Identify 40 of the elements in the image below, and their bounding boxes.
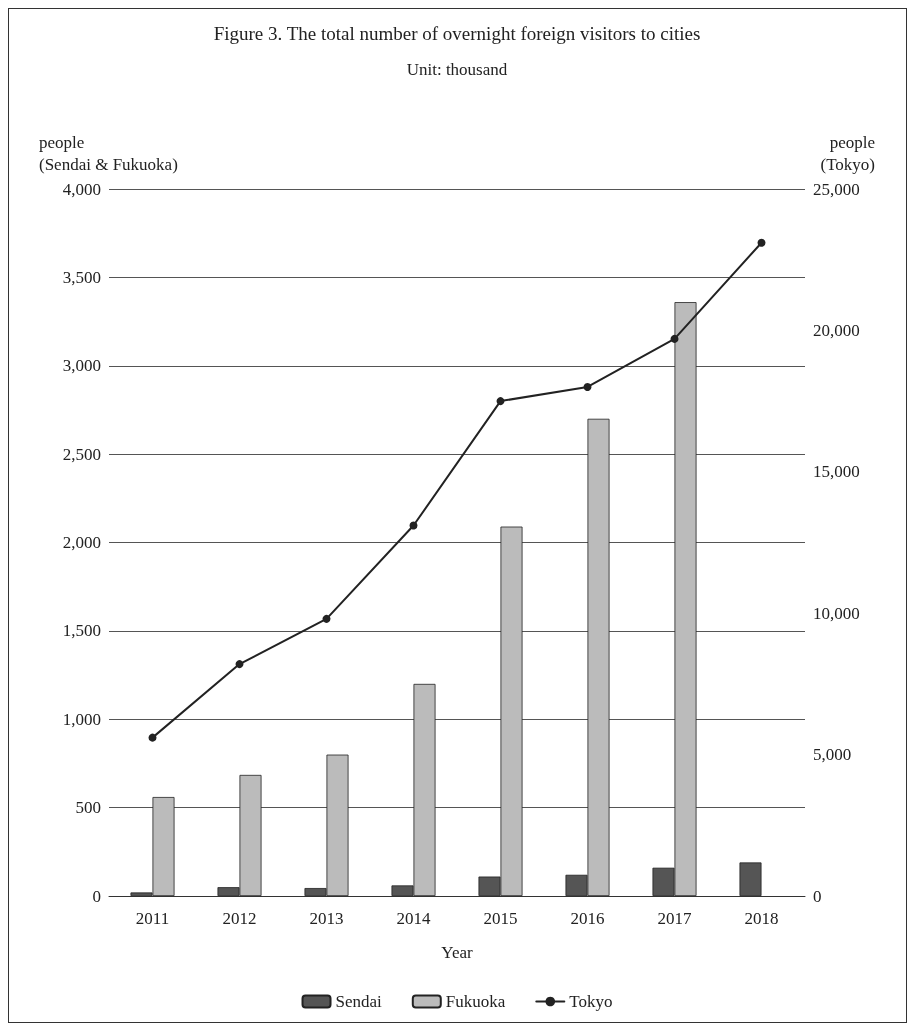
legend-label: Fukuoka [445,992,506,1011]
x-tick-label: 2015 [483,909,518,928]
point [670,334,679,343]
y2-tick-label: 0 [813,886,822,906]
y-tick-label: 1,000 [62,709,101,729]
point [148,733,157,742]
x-axis-title: Year [441,943,473,962]
y-tick-label: 2,000 [62,533,101,552]
x-tick-label: 2013 [309,909,344,928]
y2-tick-label: 10,000 [813,603,860,623]
point [496,397,505,406]
point [583,382,592,391]
point [322,614,331,623]
y2-tick-label: 15,000 [813,462,860,482]
y2-axis-title: people (Tokyo) [820,132,875,174]
legend-label: Tokyo [569,992,613,1011]
y-tick-label: 3,000 [62,356,101,376]
y-tick-label: 0 [92,886,101,906]
chart-subtitle: Unit: thousand [406,60,508,79]
x-tick-label: 2014 [396,909,431,928]
x-tick-label: 2018 [744,909,779,928]
y-tick-label: 1,500 [62,621,101,641]
legend-label: Sendai [335,992,383,1011]
point [409,521,418,530]
y-tick-label: 2,500 [62,444,101,464]
y-axis-title: people (Sendai & Fukuoka) [39,132,178,174]
y2-tick-label: 5,000 [813,745,852,765]
point [757,238,766,247]
y-tick-label: 4,000 [62,179,101,199]
y2-tick-label: 25,000 [813,179,860,199]
y2-tick-label: 20,000 [813,320,860,340]
x-tick-label: 2017 [657,909,692,928]
bar [739,862,762,896]
x-tick-label: 2016 [570,909,605,928]
x-tick-label: 2012 [222,909,257,928]
chart-title: Figure 3. The total number of overnight foreign visitors to cities [213,23,701,44]
y-tick-label: 3,500 [62,267,101,287]
point [235,660,244,669]
x-tick-label: 2011 [135,909,170,928]
y-tick-label: 500 [75,798,101,818]
